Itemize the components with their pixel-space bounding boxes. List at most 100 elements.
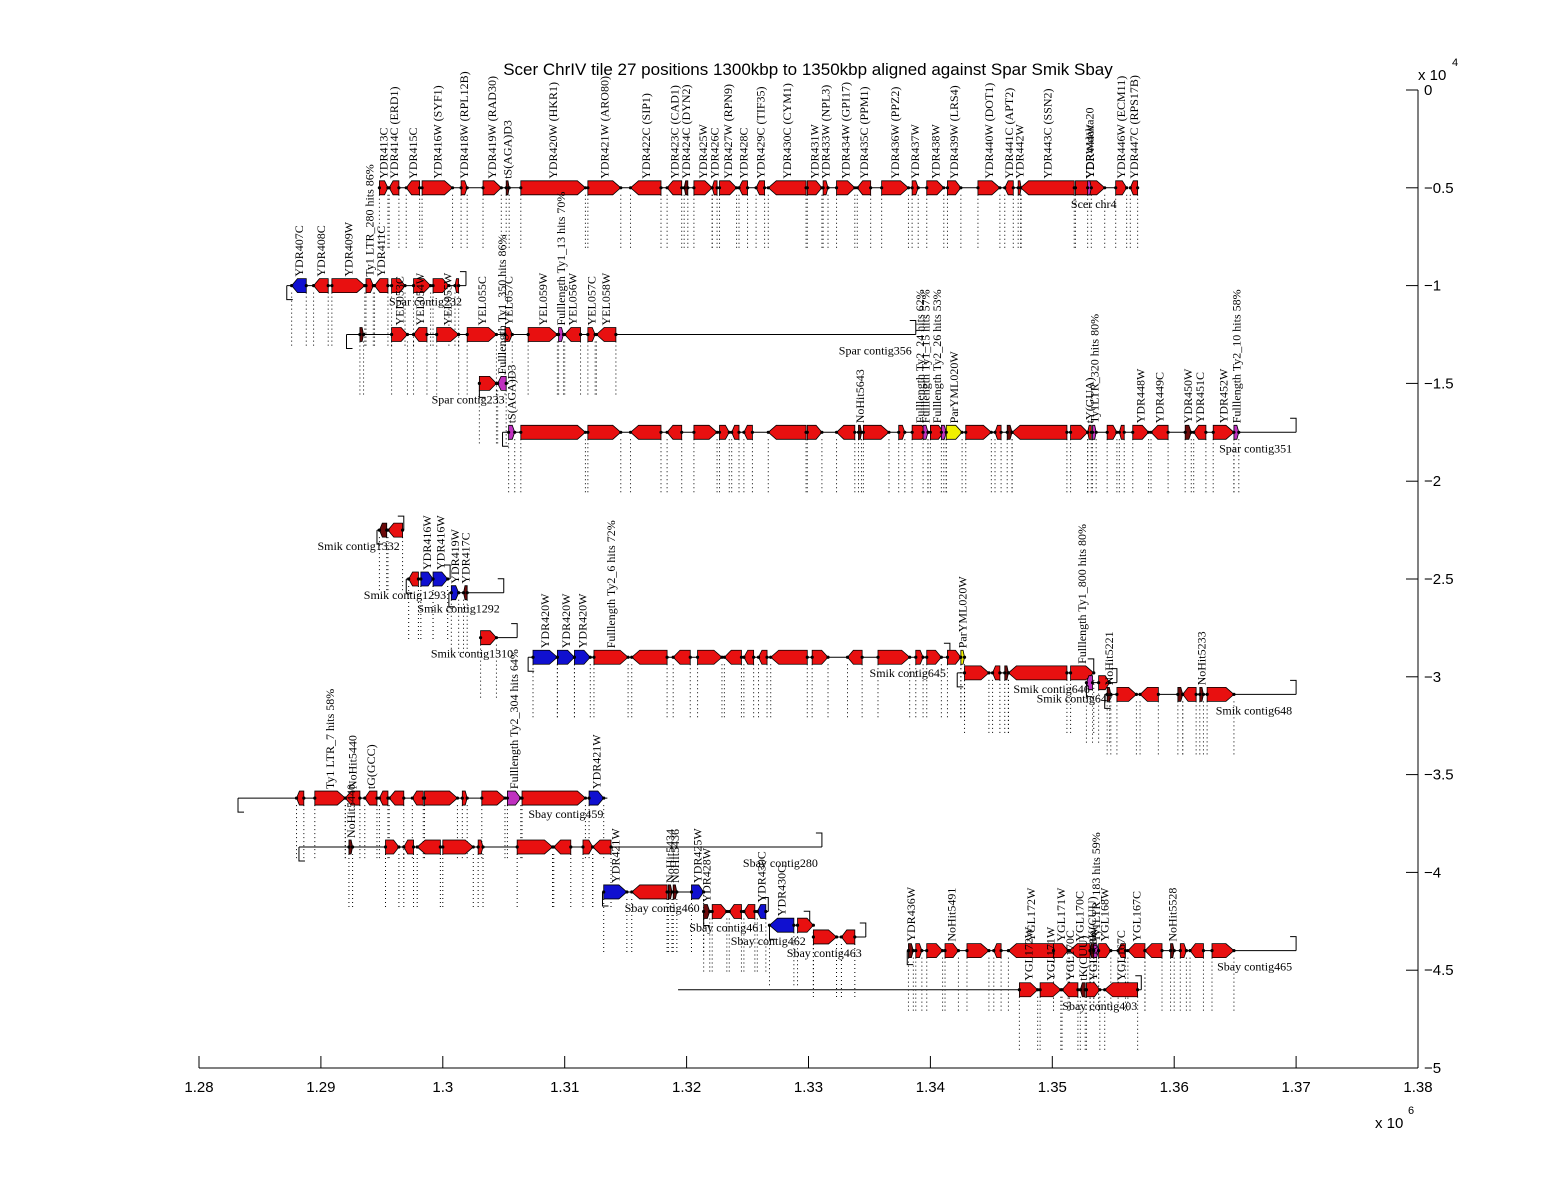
gene-label: NoHit5233 [1195, 631, 1209, 685]
gene-start-marker [1143, 949, 1147, 953]
gene-end-marker [940, 949, 945, 953]
gene-arrow [391, 278, 406, 294]
contig-end-bracket [762, 897, 769, 912]
gene-start-marker [294, 796, 299, 800]
gene-end-marker [583, 430, 588, 434]
gene-arrow [940, 424, 947, 440]
gene-arrow [840, 929, 856, 945]
gene-label: Ty1LTR_320 hits 80% [1087, 314, 1101, 423]
gene-label: YDR444W [1083, 123, 1097, 178]
gene-arrow [806, 424, 823, 440]
gene-start-marker [419, 577, 423, 581]
gene-arrow [911, 180, 919, 196]
gene-label: YDR443C (SSN2) [1040, 88, 1054, 178]
gene-start-marker [386, 528, 390, 532]
gene-arrow [1098, 675, 1111, 691]
gene-label: YEL055C [475, 276, 489, 325]
gene-start-marker [876, 655, 880, 659]
gene-start-marker [503, 332, 507, 337]
gene-arrow [413, 327, 428, 342]
gene-end-marker [1089, 186, 1093, 190]
gene-start-marker [1097, 681, 1101, 685]
gene-start-marker [592, 655, 596, 659]
contig-end-bracket [497, 578, 505, 593]
contig-start-bracket [286, 285, 293, 301]
gene-start-marker [402, 845, 406, 849]
contig-start-bracket [768, 925, 776, 940]
gene-label: YDR451C [1193, 372, 1207, 423]
gene-end-marker [583, 186, 588, 190]
gene-end-marker [499, 186, 503, 190]
contig-start-bracket [1104, 694, 1111, 709]
gene-end-marker [457, 591, 461, 595]
gene-label: YDR434W (GPI17) [839, 82, 853, 179]
contig-labels: Scer chr4 Spar contig232 Spar contig356 Spa… [317, 197, 1292, 1013]
gene-label: YGL168W [1086, 926, 1100, 981]
gene-label: YDR447C (RPS17B) [1127, 75, 1141, 179]
gene-start-marker [476, 845, 480, 849]
gene-arrow [1212, 424, 1235, 440]
gene-start-marker [834, 430, 839, 434]
gene-label: YGL167C [1114, 930, 1128, 981]
gene-start-marker [377, 528, 382, 532]
gene-arrow [898, 424, 906, 440]
gene-start-marker [1038, 988, 1042, 992]
gene-end-marker [1090, 681, 1095, 685]
gene-arrow [587, 424, 622, 440]
gene-end-marker [361, 332, 366, 337]
gene-end-marker [720, 655, 724, 659]
gene-label: YDR438W [928, 123, 942, 178]
gene-end-marker [834, 935, 839, 939]
gene-start-marker [839, 935, 844, 939]
gene-start-marker [742, 430, 746, 434]
gene-arrow [631, 649, 668, 665]
contig-start-bracket [298, 846, 305, 862]
gene-end-marker [507, 186, 511, 190]
gene-arrow [1053, 943, 1069, 959]
gene-end-marker [659, 430, 663, 434]
gene-start-marker [755, 909, 759, 914]
gene-arrow [960, 649, 965, 665]
gene-start-marker [717, 186, 722, 190]
x-tick-label: 1.35 [1038, 1079, 1067, 1096]
gene-end-marker [465, 186, 469, 190]
y-tick-label: −0.5 [1424, 180, 1454, 197]
gene-end-marker [429, 284, 433, 288]
gene-end-marker [569, 845, 573, 849]
gene-end-marker [626, 655, 630, 659]
gene-label: NoHit5491 [945, 888, 959, 942]
gene-arrow [877, 649, 911, 665]
contig-end-bracket [1290, 417, 1297, 433]
gene-arrow [1104, 982, 1139, 998]
gene-start-marker [1138, 692, 1142, 697]
gene-label: YDR420W [559, 593, 573, 648]
gene-label: YEL054W [413, 272, 427, 325]
gene-arrow [922, 424, 929, 440]
gene-arrow [862, 424, 890, 440]
contig-end-bracket [1290, 936, 1297, 951]
gene-arrow [1170, 943, 1175, 959]
gene-start-marker [422, 796, 427, 800]
gene-start-marker [387, 796, 391, 800]
contig-label: Spar contig232 [389, 295, 462, 309]
gene-label: Fulllength Ty1_350 hits 86% [495, 234, 509, 374]
gene-start-marker [477, 381, 481, 385]
gene-end-marker [1156, 692, 1160, 697]
gene-start-marker [702, 909, 706, 914]
gene-start-marker [695, 655, 700, 659]
gene-arrow [558, 327, 564, 342]
gene-label: tS(AGA)D3 [505, 365, 519, 424]
gene-label: Ty1LTR_183 hits 59% [1089, 832, 1103, 941]
gene-start-marker [906, 949, 911, 953]
gene-arrow [947, 180, 962, 196]
gene-arrow [388, 790, 405, 806]
gene-label: NoHit5221 [1102, 631, 1116, 685]
gene-arrow [672, 649, 691, 665]
contig-label: Spar contig351 [1219, 441, 1292, 455]
gene-end-marker [926, 430, 930, 434]
gene-start-marker [465, 332, 469, 337]
gene-start-marker [1211, 430, 1215, 434]
gene-end-marker [418, 186, 422, 190]
gene-label: ParYML020W [947, 351, 961, 424]
y-tick-label: −3.5 [1424, 767, 1454, 784]
